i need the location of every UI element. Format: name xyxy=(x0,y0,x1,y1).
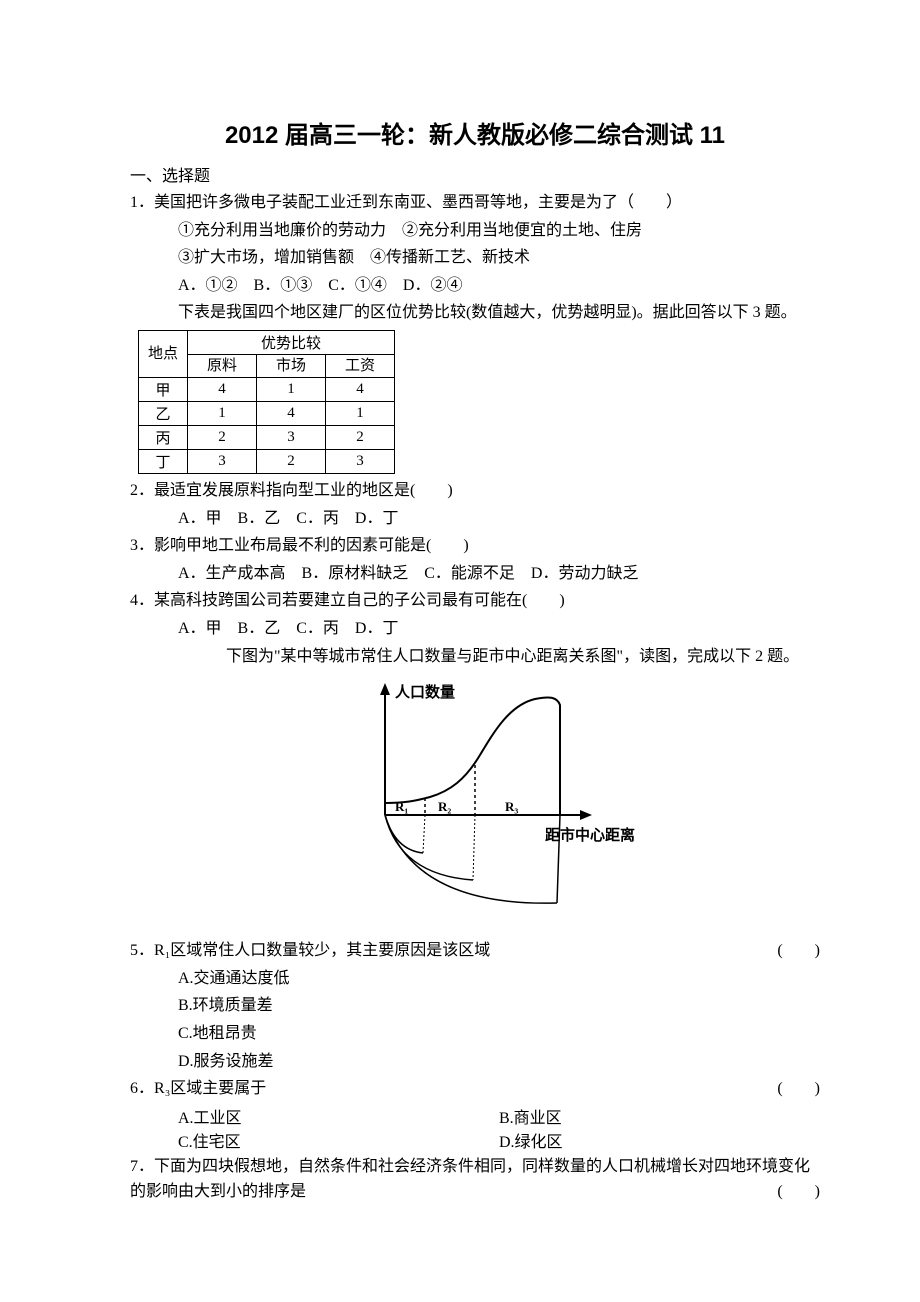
q3-text: 影响甲地工业布局最不利的因素可能是( ) xyxy=(154,537,469,554)
th-market-text: 市场 xyxy=(276,358,306,374)
table-row: 丁 3 2 3 xyxy=(139,449,395,473)
cell: 3 xyxy=(326,449,395,473)
cell-loc: 丙 xyxy=(139,425,188,449)
section-header: 一、选择题 xyxy=(130,162,820,186)
question-6: 6．R₃区域主要属于 ( ) xyxy=(130,1076,820,1102)
cell: 1 xyxy=(257,377,326,401)
cell: 4 xyxy=(188,377,257,401)
q6-number: 6． xyxy=(130,1080,154,1097)
th-location: 地点 xyxy=(139,330,188,377)
cell: 3 xyxy=(188,449,257,473)
cell: 4 xyxy=(257,401,326,425)
advantage-table: 地点 优势比较 原料 市场 工资 甲 4 1 4 乙 1 4 1 丙 2 3 2… xyxy=(138,330,395,474)
q3-options: A．生产成本高 B．原材料缺乏 C．能源不足 D．劳动力缺乏 xyxy=(130,561,820,587)
arc-r2 xyxy=(385,815,473,880)
q7-blank: ( ) xyxy=(777,1179,820,1205)
cell: 2 xyxy=(326,425,395,449)
q3-number: 3． xyxy=(130,537,154,554)
r1-label: R₁ xyxy=(395,799,408,814)
chart-svg: 人口数量 距市中心距离 R₁ R₂ R₃ xyxy=(295,675,655,915)
arc-r1 xyxy=(385,815,423,853)
q4-options: A．甲 B．乙 C．丙 D．丁 xyxy=(130,616,820,642)
q4-text: 某高科技跨国公司若要建立自己的子公司最有可能在( ) xyxy=(154,592,565,609)
q2-number: 2． xyxy=(130,482,154,499)
q2-text: 最适宜发展原料指向型工业的地区是( ) xyxy=(154,482,453,499)
page-title: 2012 届高三一轮：新人教版必修二综合测试 11 xyxy=(130,115,820,150)
table-row: 乙 1 4 1 xyxy=(139,401,395,425)
question-3: 3．影响甲地工业布局最不利的因素可能是( ) xyxy=(130,533,820,559)
q6-option-a: A.工业区 xyxy=(178,1104,499,1128)
r3-label: R₃ xyxy=(505,799,518,814)
arc-r3 xyxy=(385,815,557,903)
q6-options-row2: C.住宅区 D.绿化区 xyxy=(130,1128,820,1152)
q1-table-intro: 下表是我国四个地区建厂的区位优势比较(数值越大，优势越明显)。据此回答以下 3 … xyxy=(130,300,820,326)
cell-loc: 甲 xyxy=(139,377,188,401)
q1-line2: ①充分利用当地廉价的劳动力 ②充分利用当地便宜的土地、住房 xyxy=(130,218,820,244)
q7-number: 7． xyxy=(130,1158,154,1175)
exam-page: 2012 届高三一轮：新人教版必修二综合测试 11 一、选择题 1．美国把许多微… xyxy=(0,0,920,1302)
q1-line3: ③扩大市场，增加销售额 ④传播新工艺、新技术 xyxy=(130,245,820,271)
population-curve xyxy=(385,698,560,816)
x-axis-arrow-icon xyxy=(580,810,592,820)
y-axis-arrow-icon xyxy=(380,683,390,695)
cell: 2 xyxy=(257,449,326,473)
cell: 4 xyxy=(326,377,395,401)
r2-label: R₂ xyxy=(438,799,451,814)
q6-blank: ( ) xyxy=(777,1076,820,1102)
table-row: 甲 4 1 4 xyxy=(139,377,395,401)
question-5: 5．R₁区域常住人口数量较少，其主要原因是该区域 ( ) xyxy=(130,938,820,964)
table-row: 丙 2 3 2 xyxy=(139,425,395,449)
cell: 2 xyxy=(188,425,257,449)
population-distance-chart: 人口数量 距市中心距离 R₁ R₂ R₃ xyxy=(130,675,820,920)
y-axis-label: 人口数量 xyxy=(395,683,455,701)
radial-r2 xyxy=(473,815,475,880)
cell-loc: 乙 xyxy=(139,401,188,425)
q1-options: A．①② B．①③ C．①④ D．②④ xyxy=(130,273,820,299)
question-1: 1．美国把许多微电子装配工业迁到东南亚、墨西哥等地，主要是为了（ ） xyxy=(130,190,820,216)
th-advantage: 优势比较 xyxy=(188,330,395,354)
th-raw-text: 原料 xyxy=(207,358,237,374)
th-wage: 工资 xyxy=(326,354,395,377)
cell: 3 xyxy=(257,425,326,449)
q2-options: A．甲 B．乙 C．丙 D．丁 xyxy=(130,506,820,532)
q4-chart-intro: 下图为"某中等城市常住人口数量与距市中心距离关系图"，读图，完成以下 2 题。 xyxy=(130,644,820,670)
th-wage-text: 工资 xyxy=(345,358,375,374)
q1-text: 美国把许多微电子装配工业迁到东南亚、墨西哥等地，主要是为了（ ） xyxy=(154,194,682,211)
question-4: 4．某高科技跨国公司若要建立自己的子公司最有可能在( ) xyxy=(130,588,820,614)
th-raw: 原料 xyxy=(188,354,257,377)
q5-option-c: C.地租昂贵 xyxy=(130,1021,820,1047)
table-header-row-1: 地点 优势比较 xyxy=(139,330,395,354)
cell: 1 xyxy=(188,401,257,425)
th-market: 市场 xyxy=(257,354,326,377)
q5-option-b: B.环境质量差 xyxy=(130,993,820,1019)
q5-option-d: D.服务设施差 xyxy=(130,1049,820,1075)
question-2: 2．最适宜发展原料指向型工业的地区是( ) xyxy=(130,478,820,504)
q5-text: R₁区域常住人口数量较少，其主要原因是该区域 xyxy=(154,942,490,959)
cell-loc: 丁 xyxy=(139,449,188,473)
q1-number: 1． xyxy=(130,194,154,211)
th-location-text: 地点 xyxy=(148,346,178,362)
radial-r1 xyxy=(423,815,425,853)
q6-option-c: C.住宅区 xyxy=(178,1128,499,1152)
q4-number: 4． xyxy=(130,592,154,609)
q6-options-row1: A.工业区 B.商业区 xyxy=(130,1104,820,1128)
q5-number: 5． xyxy=(130,942,154,959)
q6-option-b: B.商业区 xyxy=(499,1104,820,1128)
q6-option-d: D.绿化区 xyxy=(499,1128,820,1152)
q7-text: 下面为四块假想地，自然条件和社会经济条件相同，同样数量的人口机械增长对四地环境变… xyxy=(130,1158,810,1201)
cell: 1 xyxy=(326,401,395,425)
q5-blank: ( ) xyxy=(777,938,820,964)
question-7: 7．下面为四块假想地，自然条件和社会经济条件相同，同样数量的人口机械增长对四地环… xyxy=(130,1154,820,1205)
q5-option-a: A.交通通达度低 xyxy=(130,966,820,992)
q6-text: R₃区域主要属于 xyxy=(154,1080,266,1097)
